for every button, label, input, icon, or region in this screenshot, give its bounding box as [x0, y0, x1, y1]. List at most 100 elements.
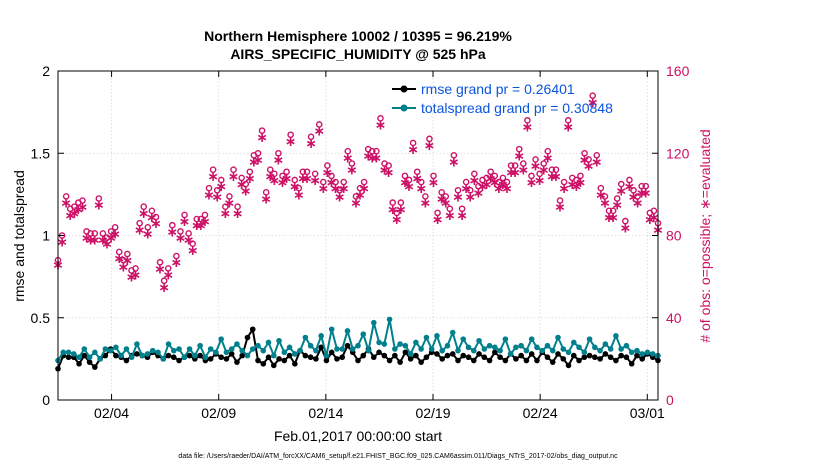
series-point — [528, 351, 535, 357]
obs-possible-point — [344, 147, 352, 155]
legend-spread-label: totalspread grand pr = 0.30848 — [421, 100, 613, 116]
obs-evaluated-point: ∗ — [603, 210, 615, 226]
series-point — [634, 347, 640, 354]
series-point — [549, 347, 556, 354]
obs-possible-point — [140, 203, 148, 211]
obs-evaluated-point: ∗ — [509, 165, 521, 181]
series-point — [207, 346, 214, 352]
series-point — [607, 346, 614, 352]
obs-possible-point — [601, 193, 609, 200]
x-axis-label: Feb.01,2017 00:00:00 start — [274, 428, 442, 444]
obs-evaluated-point: ∗ — [77, 200, 89, 216]
series-point — [581, 354, 588, 361]
series-point — [197, 342, 203, 349]
obs-evaluated-point: ∗ — [546, 169, 558, 185]
obs-evaluated-point: ∗ — [493, 181, 505, 197]
series-point — [523, 347, 530, 354]
series-point — [386, 357, 393, 364]
obs-possible-point — [164, 265, 172, 272]
legend-spread-marker — [400, 104, 408, 112]
obs-possible-point — [222, 203, 229, 211]
series-point — [449, 351, 456, 357]
obs-possible-point — [299, 168, 307, 176]
series-point — [502, 357, 509, 364]
obs-possible-point — [458, 205, 466, 213]
obs-evaluated-point: ∗ — [134, 222, 146, 238]
x-tick-label: 02/04 — [94, 405, 129, 421]
obs-evaluated-point: ∗ — [530, 159, 542, 175]
series-point — [355, 357, 361, 364]
obs-evaluated-point: ∗ — [628, 189, 640, 205]
obs-evaluated-point: ∗ — [232, 206, 244, 222]
series-point — [392, 352, 398, 359]
obs-possible-point — [266, 166, 274, 173]
y-tick-label-left: 1 — [42, 228, 50, 244]
obs-evaluated-point: ∗ — [109, 226, 121, 242]
series-point — [602, 351, 609, 357]
series-point — [339, 346, 346, 352]
obs-possible-point — [340, 178, 348, 186]
series-point — [560, 356, 567, 362]
series-point — [418, 359, 424, 365]
series-point — [92, 349, 98, 356]
obs-evaluated-point: ∗ — [366, 150, 378, 166]
series-point — [402, 342, 409, 349]
obs-evaluated-point: ∗ — [248, 154, 260, 170]
series-asterisk-obs: ∗∗∗∗∗∗∗∗∗∗∗∗∗∗∗∗∗∗∗∗∗∗∗∗∗∗∗∗∗∗∗∗∗∗∗∗∗∗∗∗… — [52, 95, 664, 296]
chart-title: Northern Hemisphere 10002 / 10395 = 96.2… — [204, 28, 512, 44]
series-point — [397, 359, 403, 365]
series-point — [292, 351, 298, 357]
series-point — [592, 344, 598, 351]
series-point — [434, 351, 440, 357]
series-point — [502, 336, 509, 342]
obs-possible-point — [552, 166, 560, 173]
obs-evaluated-point: ∗ — [611, 198, 623, 214]
series-point — [613, 333, 619, 339]
obs-possible-point — [483, 174, 490, 182]
series-point — [576, 344, 582, 351]
obs-possible-point — [650, 207, 658, 215]
obs-evaluated-point: ∗ — [64, 208, 76, 224]
series-point — [270, 352, 277, 359]
obs-evaluated-point: ∗ — [644, 212, 656, 228]
obs-possible-point — [495, 178, 503, 186]
series-point — [118, 352, 124, 359]
series-point — [344, 328, 351, 334]
obs-possible-point — [99, 230, 107, 237]
obs-possible-point — [373, 147, 380, 155]
series-line-1 — [55, 316, 661, 364]
series-point — [86, 359, 93, 365]
obs-evaluated-point: ∗ — [448, 154, 460, 170]
obs-possible-point — [168, 221, 176, 229]
series-point — [228, 351, 235, 357]
obs-evaluated-point: ∗ — [93, 198, 105, 214]
series-point — [413, 339, 419, 346]
obs-evaluated-point: ∗ — [285, 134, 297, 150]
series-point — [465, 344, 472, 351]
obs-possible-point — [275, 149, 282, 157]
series-point — [492, 349, 498, 356]
obs-evaluated-point: ∗ — [97, 233, 109, 249]
series-point — [597, 356, 603, 362]
obs-evaluated-point: ∗ — [371, 150, 383, 166]
series-point — [439, 356, 446, 362]
obs-evaluated-point: ∗ — [309, 173, 321, 189]
obs-possible-point — [115, 248, 123, 256]
obs-evaluated-point: ∗ — [485, 171, 497, 187]
obs-possible-point — [626, 176, 633, 184]
series-point — [123, 357, 130, 364]
obs-possible-point — [213, 186, 221, 194]
series-point — [555, 334, 561, 341]
obs-possible-point — [471, 170, 478, 178]
series-point — [623, 354, 630, 361]
obs-evaluated-point: ∗ — [403, 179, 415, 195]
obs-evaluated-point: ∗ — [236, 177, 248, 193]
series-point — [65, 349, 72, 356]
obs-possible-point — [544, 147, 552, 155]
obs-evaluated-point: ∗ — [419, 196, 431, 212]
series-point — [234, 359, 240, 365]
obs-evaluated-point: ∗ — [240, 183, 252, 199]
obs-evaluated-point: ∗ — [138, 206, 150, 222]
obs-possible-point — [613, 195, 621, 202]
series-point — [65, 354, 72, 361]
